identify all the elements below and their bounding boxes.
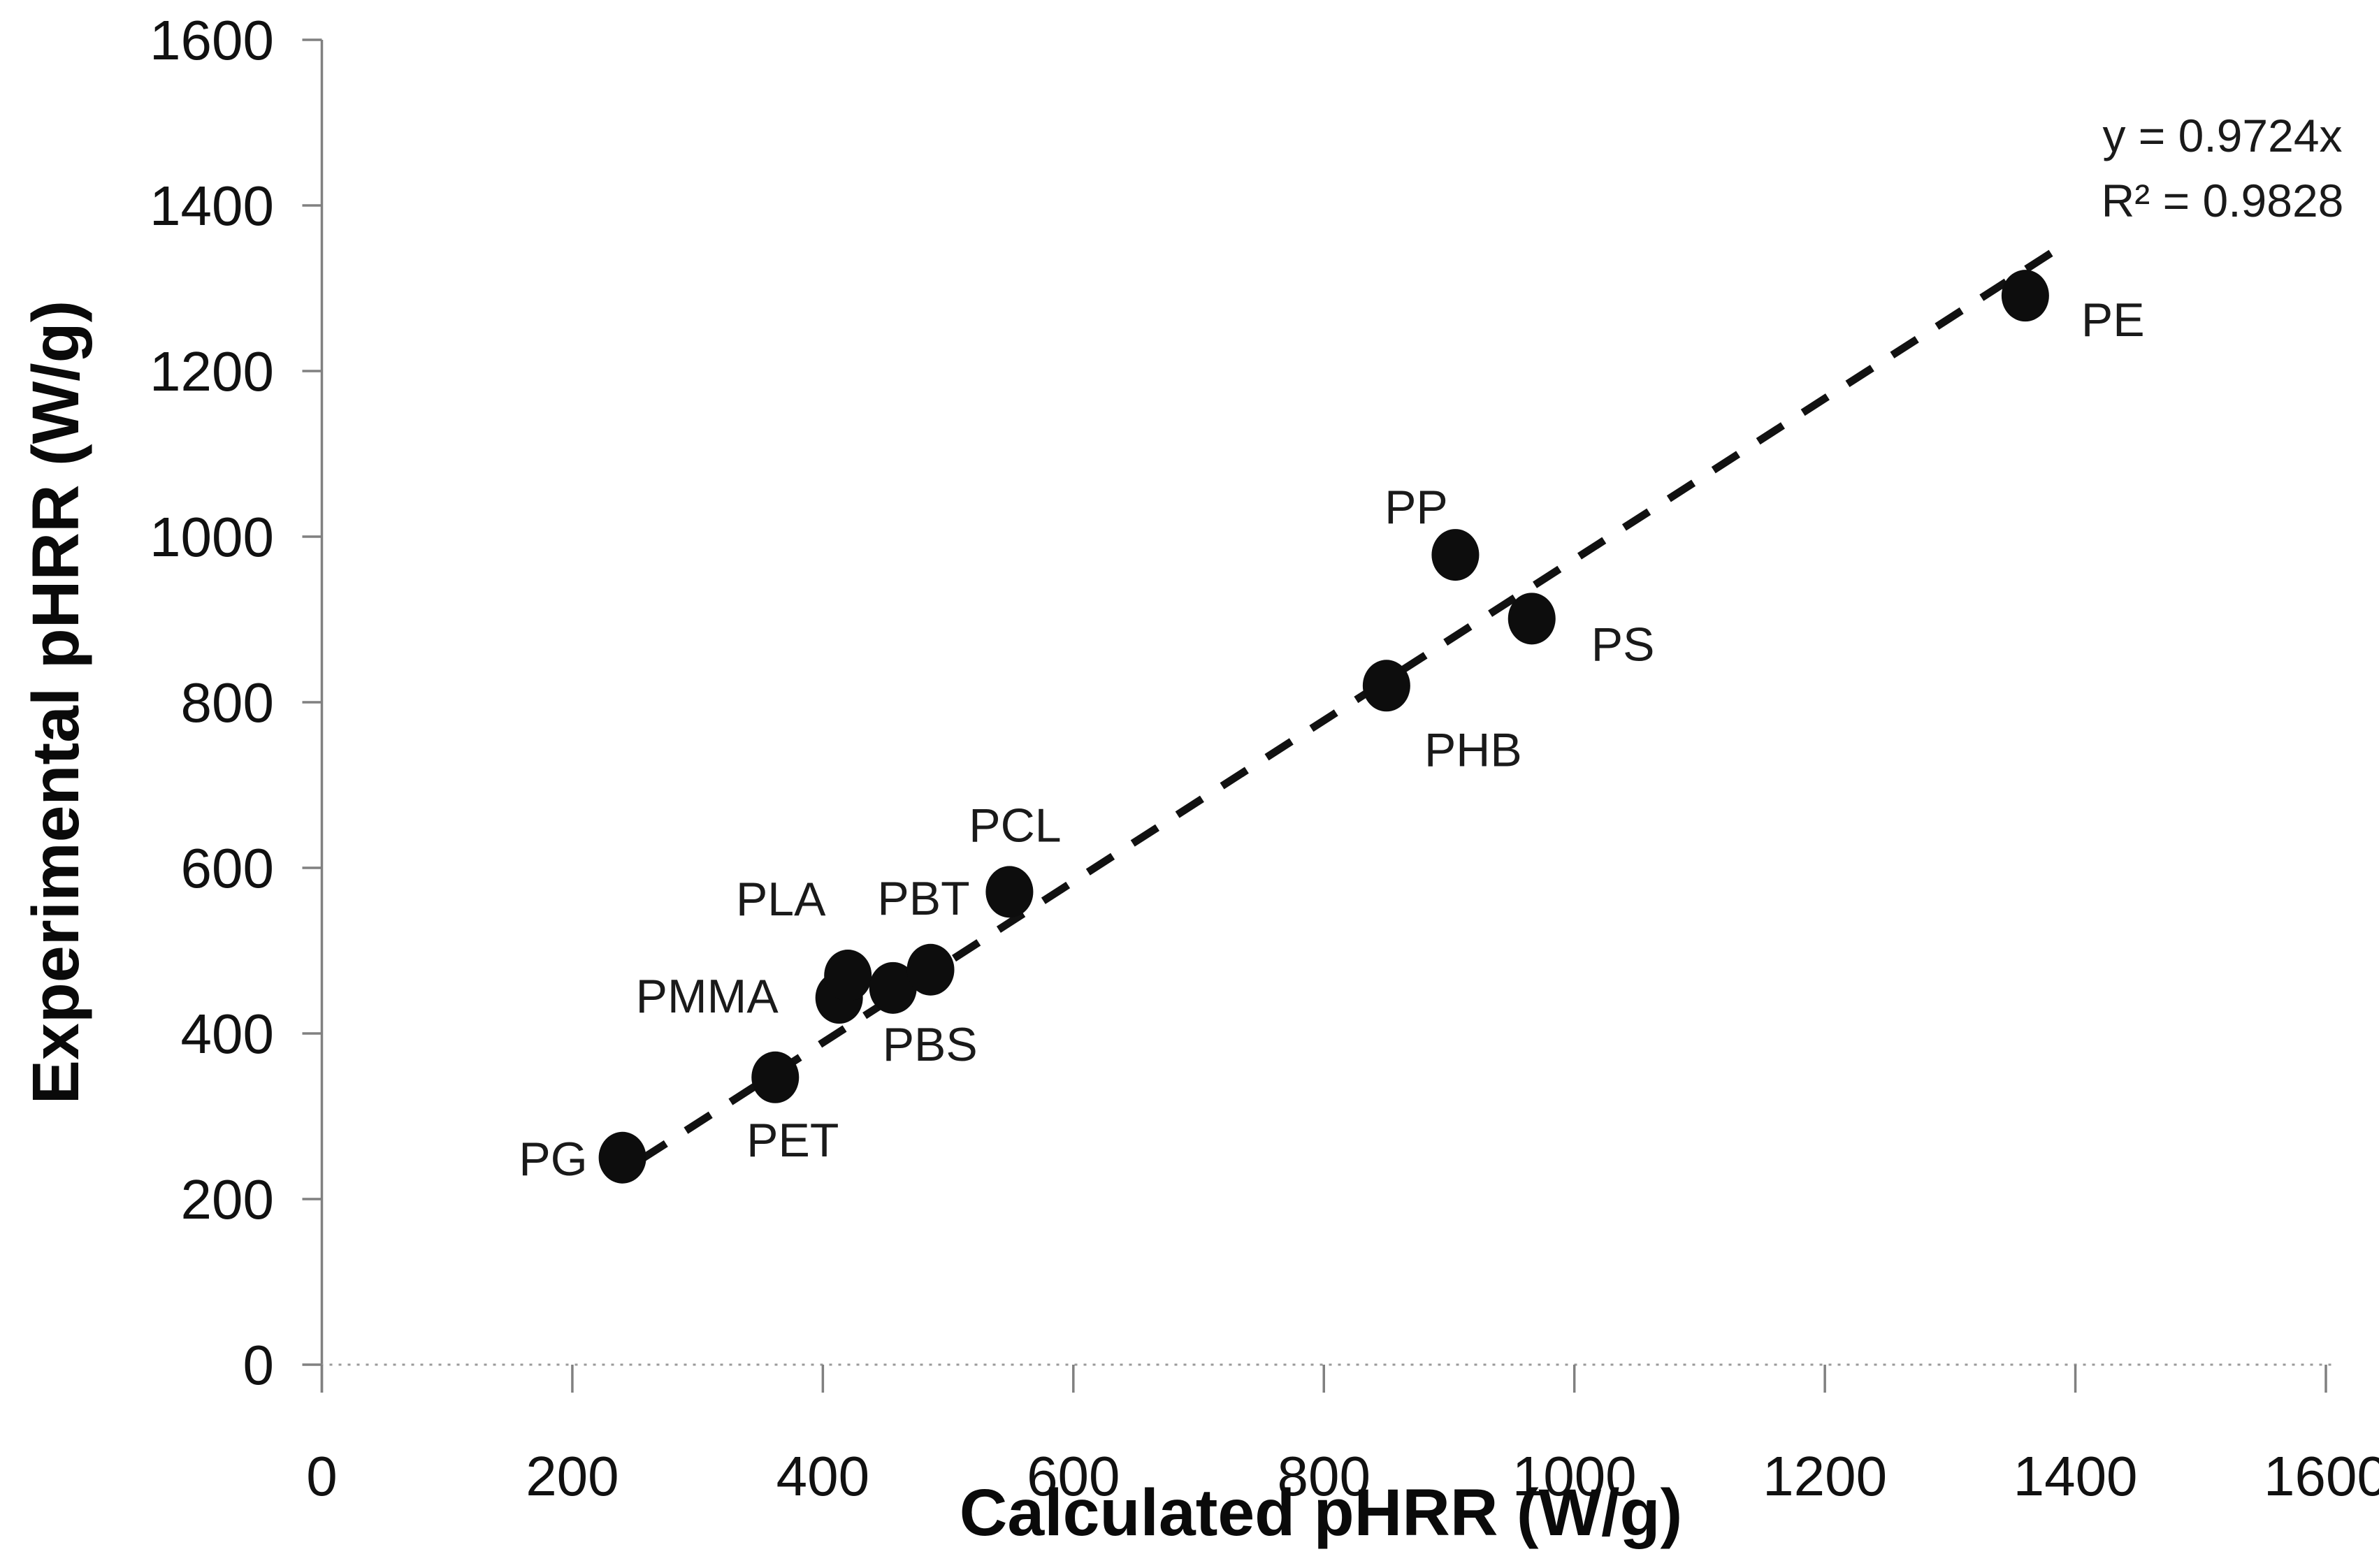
x-axis-tick-label: 1600 — [2264, 1445, 2379, 1507]
data-point-pcl — [985, 866, 1034, 918]
y-axis-tick-label: 1400 — [150, 175, 274, 237]
data-point-phb — [1362, 660, 1410, 712]
data-point-pp — [1431, 529, 1480, 581]
data-point-label-pet: PET — [746, 1114, 839, 1167]
y-axis-tick-label: 1200 — [150, 340, 274, 402]
data-point-pe — [2001, 270, 2049, 322]
x-axis-tick-label: 400 — [776, 1445, 869, 1507]
x-axis-tick-label: 0 — [306, 1445, 338, 1507]
x-axis-tick-label: 800 — [1278, 1445, 1371, 1507]
data-point-label-pcl: PCL — [969, 799, 1061, 852]
axes-layer: 0 200 400 600 800 1000 1200 1400 1600 0 200 400 600 8… — [150, 9, 2379, 1507]
x-axis-tick-label: 1400 — [2013, 1445, 2138, 1507]
data-point-label-pg: PG — [519, 1133, 587, 1186]
x-axis-tick-label: 1200 — [1763, 1445, 1887, 1507]
data-point-label-pmma: PMMA — [636, 970, 779, 1023]
data-point-label-phb: PHB — [1424, 723, 1522, 776]
r-squared-label: R² = 0.9828 — [2102, 175, 2344, 226]
data-point-pbs — [869, 961, 917, 1014]
data-point-ps — [1507, 593, 1556, 645]
data-point-label-pbt: PBT — [877, 872, 969, 925]
data-point-label-pla: PLA — [736, 873, 826, 926]
points-layer — [598, 270, 2049, 1184]
y-axis-tick-label: 0 — [243, 1334, 275, 1396]
trendline-equation-label: y = 0.9724x — [2102, 110, 2342, 161]
data-point-label-pp: PP — [1384, 481, 1448, 534]
y-axis-tick-label: 1600 — [150, 9, 274, 71]
data-point-pbt — [906, 943, 955, 996]
data-point-pet — [751, 1051, 800, 1103]
x-axis-title: Calculated pHRR (W/g) — [960, 1476, 1682, 1550]
x-axis-tick-label: 600 — [1027, 1445, 1120, 1507]
y-axis-tick-label: 600 — [181, 837, 274, 899]
y-axis-tick-label: 1000 — [150, 506, 274, 568]
trendline — [639, 248, 2055, 1163]
data-point-label-ps: PS — [1591, 618, 1655, 671]
x-axis-tick-label: 1000 — [1512, 1445, 1637, 1507]
data-point-label-pbs: PBS — [883, 1018, 978, 1071]
y-axis-tick-label: 400 — [181, 1003, 274, 1065]
data-point-pla — [824, 950, 872, 1002]
trendline-layer — [639, 248, 2055, 1163]
x-axis-tick-label: 200 — [526, 1445, 619, 1507]
y-axis-tick-label: 200 — [181, 1168, 274, 1231]
y-axis-tick-label: 800 — [181, 672, 274, 734]
y-axis-title: Experimental pHRR (W/g) — [19, 300, 93, 1105]
data-point-pg — [598, 1131, 646, 1184]
data-point-label-pe: PE — [2081, 293, 2145, 347]
